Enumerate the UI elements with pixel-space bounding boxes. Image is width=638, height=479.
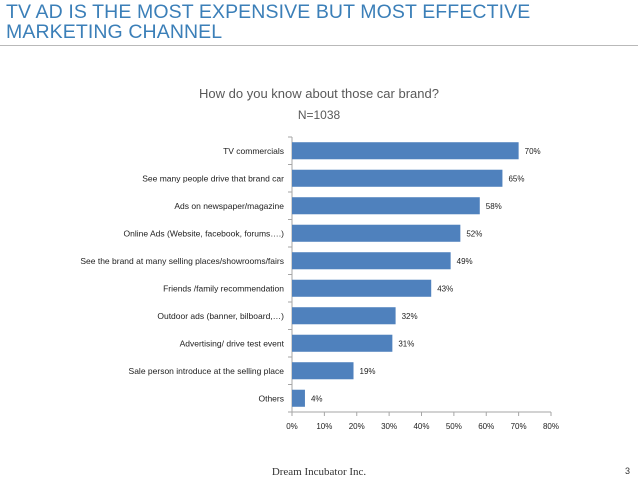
category-label: Advertising/ drive test event xyxy=(180,338,285,348)
category-label: Online Ads (Website, facebook, forums….) xyxy=(124,228,285,238)
x-tick-label: 80% xyxy=(543,422,559,431)
value-label: 32% xyxy=(402,312,418,321)
value-label: 70% xyxy=(525,147,541,156)
bar xyxy=(292,362,354,380)
bar xyxy=(292,224,461,242)
bar xyxy=(292,252,451,270)
bar xyxy=(292,169,503,187)
bar xyxy=(292,334,393,352)
bar xyxy=(292,197,480,215)
value-label: 4% xyxy=(311,394,323,403)
category-label: Outdoor ads (banner, bilboard,…) xyxy=(157,311,284,321)
category-label: Others xyxy=(258,393,284,403)
category-label: Friends /family recommendation xyxy=(163,283,284,293)
x-tick-label: 40% xyxy=(413,422,429,431)
page-number: 3 xyxy=(624,466,630,476)
bar xyxy=(292,307,396,325)
bar xyxy=(292,142,519,160)
chart-title: How do you know about those car brand? xyxy=(199,86,439,101)
value-label: 31% xyxy=(398,339,414,348)
category-label: See many people drive that brand car xyxy=(142,173,284,183)
x-tick-label: 70% xyxy=(511,422,527,431)
x-tick-label: 50% xyxy=(446,422,462,431)
x-tick-label: 0% xyxy=(286,422,298,431)
category-label: Ads on newspaper/magazine xyxy=(174,201,284,211)
chart-subtitle: N=1038 xyxy=(297,108,341,122)
value-label: 58% xyxy=(486,202,502,211)
value-label: 65% xyxy=(508,174,524,183)
value-label: 19% xyxy=(360,367,376,376)
x-tick-label: 60% xyxy=(478,422,494,431)
slide-title-line-2: MARKETING CHANNEL xyxy=(6,21,223,43)
x-tick-label: 30% xyxy=(381,422,397,431)
footer-brand: Dream Incubator Inc. xyxy=(271,466,367,478)
value-label: 43% xyxy=(437,284,453,293)
x-tick-label: 10% xyxy=(316,422,332,431)
category-label: See the brand at many selling places/sho… xyxy=(80,256,284,266)
category-label: Sale person introduce at the selling pla… xyxy=(129,366,285,376)
slide-title-line-1: TV AD IS THE MOST EXPENSIVE BUT MOST EFF… xyxy=(6,1,531,23)
bar xyxy=(292,279,432,297)
x-tick-label: 20% xyxy=(349,422,365,431)
category-label: TV commercials xyxy=(223,146,284,156)
title-divider xyxy=(0,45,638,46)
value-label: 49% xyxy=(457,257,473,266)
slide-title: TV AD IS THE MOST EXPENSIVE BUT MOST EFF… xyxy=(6,2,606,42)
bar xyxy=(292,389,305,407)
value-label: 52% xyxy=(466,229,482,238)
